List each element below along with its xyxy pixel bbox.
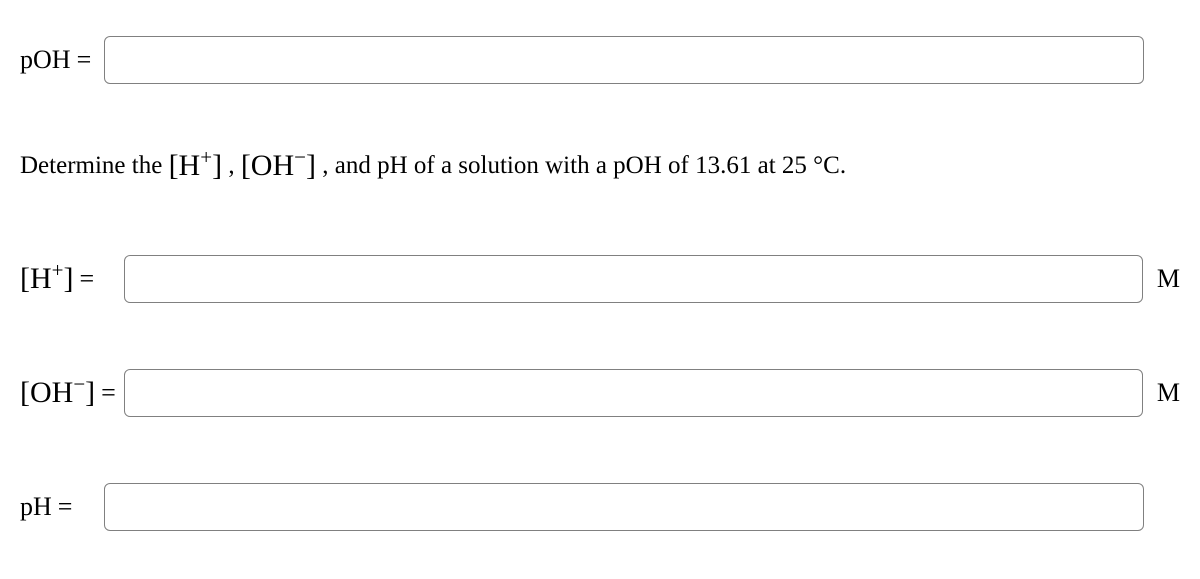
row-h: [H+] = M [20, 255, 1180, 303]
label-poh: pOH [20, 47, 71, 73]
unit-oh: M [1157, 378, 1180, 408]
question-text: Determine the [H+] , [OH−] , and pH of a… [20, 146, 846, 185]
q-post: and pH of a solution with a pOH of 13.61… [335, 152, 846, 179]
q-comma1: , [228, 152, 241, 179]
q-pre: Determine the [20, 152, 169, 179]
question-row: Determine the [H+] , [OH−] , and pH of a… [20, 146, 1180, 185]
label-wrap-h: [H+] = [20, 264, 124, 294]
label-wrap-oh: [OH−] = [20, 378, 124, 408]
input-poh[interactable] [104, 36, 1144, 84]
eq-poh: = [77, 45, 92, 75]
q-comma2: , [322, 152, 335, 179]
row-poh: pOH = [20, 36, 1180, 84]
q-h-bracket: [H+] [169, 149, 223, 182]
input-h[interactable] [124, 255, 1143, 303]
input-ph[interactable] [104, 483, 1144, 531]
label-h: [H+] [20, 264, 74, 294]
q-oh-bracket: [OH−] [241, 149, 316, 182]
eq-ph: = [58, 492, 73, 522]
input-oh[interactable] [124, 369, 1143, 417]
question-page: pOH = Determine the [H+] , [OH−] , and p… [0, 0, 1200, 579]
eq-h: = [80, 264, 95, 294]
row-oh: [OH−] = M [20, 369, 1180, 417]
unit-h: M [1157, 264, 1180, 294]
row-ph: pH = [20, 483, 1180, 531]
label-wrap-poh: pOH = [20, 45, 104, 75]
label-ph: pH [20, 494, 52, 520]
label-wrap-ph: pH = [20, 492, 104, 522]
label-oh: [OH−] [20, 378, 95, 408]
eq-oh: = [101, 378, 116, 408]
